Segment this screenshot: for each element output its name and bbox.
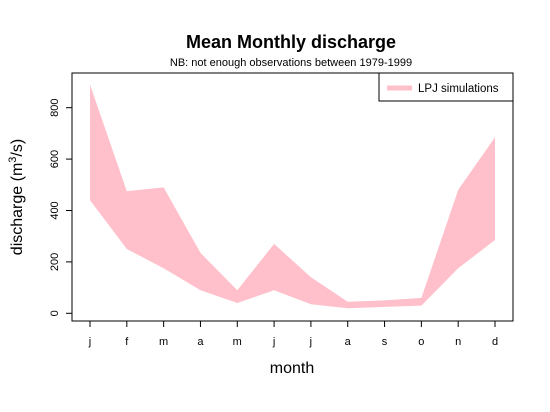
x-tick-label: n: [455, 336, 461, 348]
x-tick-label: a: [197, 336, 204, 348]
y-tick-label: 200: [49, 253, 61, 271]
x-axis-label: month: [270, 360, 314, 377]
y-axis-label: discharge (m3/s): [7, 139, 26, 255]
y-axis-label-superscript: 3: [7, 157, 19, 163]
series-layer: [90, 84, 495, 309]
chart-title: Mean Monthly discharge: [186, 32, 396, 52]
y-axis-label-group: discharge (m3/s): [7, 139, 26, 255]
x-tick-label: m: [159, 336, 168, 348]
y-axis-label-main: discharge (m: [9, 163, 26, 255]
y-tick-label: 0: [49, 310, 61, 316]
y-tick-label: 800: [49, 99, 61, 117]
y-tick-label: 400: [49, 201, 61, 219]
legend: LPJ simulations: [378, 72, 514, 102]
legend-label: LPJ simulations: [418, 83, 499, 95]
x-tick-label: j: [309, 336, 312, 348]
x-tick-label: o: [418, 336, 424, 348]
x-tick-label: j: [88, 336, 91, 348]
x-tick-label: f: [125, 336, 129, 348]
x-tick-label: j: [272, 336, 275, 348]
chart-subtitle: NB: not enough observations between 1979…: [170, 57, 412, 69]
y-axis: 0 200 400 600 800: [49, 99, 73, 316]
x-tick-label: a: [345, 336, 352, 348]
series-band-lpj-simulations: [90, 84, 495, 309]
y-axis-label-suffix: /s): [9, 139, 26, 157]
x-tick-label: d: [492, 336, 498, 348]
x-tick-label: s: [382, 336, 388, 348]
y-tick-label: 600: [49, 150, 61, 168]
x-tick-label: m: [233, 336, 242, 348]
